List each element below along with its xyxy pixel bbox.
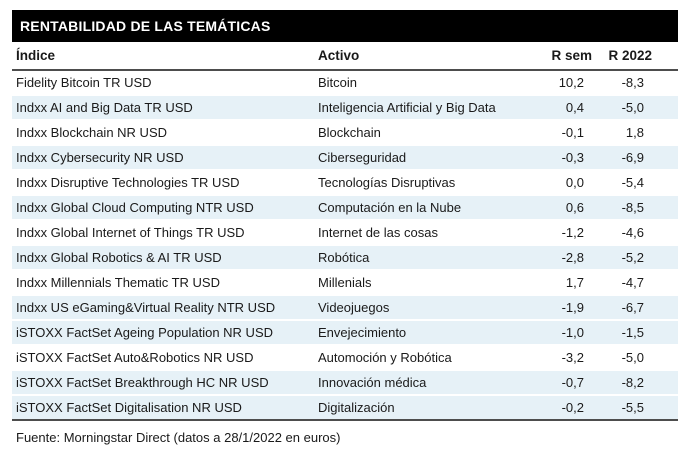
cell-spacer [652,145,678,171]
table-row: Indxx Disruptive Technologies TR USD Tec… [12,170,678,196]
cell-r-sem: 10,2 [524,70,592,96]
cell-indice: iSTOXX FactSet Ageing Population NR USD [12,320,318,346]
table-row: Indxx AI and Big Data TR USD Inteligenci… [12,95,678,121]
cell-activo: Computación en la Nube [318,195,524,221]
column-header-activo: Activo [318,42,524,71]
cell-spacer [652,120,678,146]
cell-r-sem: -3,2 [524,345,592,371]
table-row: iSTOXX FactSet Breakthrough HC NR USD In… [12,370,678,396]
column-header-spacer [652,42,678,71]
cell-r-2022: -5,5 [592,395,652,421]
cell-r-sem: -0,3 [524,145,592,171]
table-row: iSTOXX FactSet Auto&Robotics NR USD Auto… [12,345,678,371]
cell-r-sem: -1,2 [524,220,592,246]
cell-indice: Indxx Cybersecurity NR USD [12,145,318,171]
table-row: Indxx Millennials Thematic TR USD Millen… [12,270,678,296]
cell-activo: Videojuegos [318,295,524,321]
cell-indice: Indxx Millennials Thematic TR USD [12,270,318,296]
cell-spacer [652,95,678,121]
table-row: Indxx Blockchain NR USD Blockchain -0,1 … [12,120,678,146]
cell-spacer [652,395,678,421]
cell-r-2022: -4,7 [592,270,652,296]
cell-indice: Indxx AI and Big Data TR USD [12,95,318,121]
cell-r-sem: 0,4 [524,95,592,121]
cell-activo: Digitalización [318,395,524,421]
cell-r-2022: -8,5 [592,195,652,221]
cell-activo: Blockchain [318,120,524,146]
cell-indice: Indxx US eGaming&Virtual Reality NTR USD [12,295,318,321]
table-row: Indxx US eGaming&Virtual Reality NTR USD… [12,295,678,321]
cell-r-2022: -8,3 [592,70,652,96]
cell-indice: Indxx Blockchain NR USD [12,120,318,146]
table-row: Fidelity Bitcoin TR USD Bitcoin 10,2 -8,… [12,70,678,96]
cell-activo: Envejecimiento [318,320,524,346]
cell-spacer [652,370,678,396]
cell-activo: Robótica [318,245,524,271]
table-row: Indxx Cybersecurity NR USD Cibersegurida… [12,145,678,171]
cell-spacer [652,295,678,321]
cell-spacer [652,170,678,196]
thematics-table: Índice Activo R sem R 2022 Fidelity Bitc… [12,42,678,421]
column-header-indice: Índice [12,42,318,71]
cell-r-2022: -6,7 [592,295,652,321]
table-row: Indxx Global Robotics & AI TR USD Robóti… [12,245,678,271]
cell-spacer [652,220,678,246]
cell-indice: Indxx Global Cloud Computing NTR USD [12,195,318,221]
cell-indice: Fidelity Bitcoin TR USD [12,70,318,96]
cell-r-sem: -1,0 [524,320,592,346]
cell-activo: Tecnologías Disruptivas [318,170,524,196]
thematics-table-container: RENTABILIDAD DE LAS TEMÁTICAS Índice Act… [12,10,678,445]
cell-r-sem: 1,7 [524,270,592,296]
cell-r-2022: -5,0 [592,345,652,371]
cell-spacer [652,70,678,96]
cell-indice: Indxx Disruptive Technologies TR USD [12,170,318,196]
cell-r-sem: -0,7 [524,370,592,396]
column-header-r-sem: R sem [524,42,592,71]
cell-activo: Automoción y Robótica [318,345,524,371]
cell-r-2022: -5,4 [592,170,652,196]
cell-spacer [652,245,678,271]
cell-r-2022: -4,6 [592,220,652,246]
cell-spacer [652,345,678,371]
table-row: Indxx Global Internet of Things TR USD I… [12,220,678,246]
cell-r-sem: -1,9 [524,295,592,321]
cell-r-sem: 0,6 [524,195,592,221]
cell-r-2022: -5,0 [592,95,652,121]
table-row: iSTOXX FactSet Digitalisation NR USD Dig… [12,395,678,421]
header-row: Índice Activo R sem R 2022 [12,42,678,71]
cell-r-2022: -8,2 [592,370,652,396]
cell-indice: Indxx Global Robotics & AI TR USD [12,245,318,271]
cell-r-2022: 1,8 [592,120,652,146]
cell-spacer [652,195,678,221]
cell-activo: Ciberseguridad [318,145,524,171]
table-title-bar: RENTABILIDAD DE LAS TEMÁTICAS [12,10,678,42]
cell-r-sem: -2,8 [524,245,592,271]
table-row: iSTOXX FactSet Ageing Population NR USD … [12,320,678,346]
cell-activo: Inteligencia Artificial y Big Data [318,95,524,121]
cell-indice: iSTOXX FactSet Auto&Robotics NR USD [12,345,318,371]
cell-activo: Innovación médica [318,370,524,396]
source-note: Fuente: Morningstar Direct (datos a 28/1… [16,430,341,445]
cell-r-sem: 0,0 [524,170,592,196]
cell-r-sem: -0,2 [524,395,592,421]
cell-r-2022: -5,2 [592,245,652,271]
cell-indice: iSTOXX FactSet Digitalisation NR USD [12,395,318,421]
cell-r-2022: -1,5 [592,320,652,346]
cell-activo: Bitcoin [318,70,524,96]
cell-activo: Millenials [318,270,524,296]
cell-indice: Indxx Global Internet of Things TR USD [12,220,318,246]
table-row: Indxx Global Cloud Computing NTR USD Com… [12,195,678,221]
cell-r-sem: -0,1 [524,120,592,146]
column-header-r-2022: R 2022 [592,42,652,71]
cell-indice: iSTOXX FactSet Breakthrough HC NR USD [12,370,318,396]
cell-activo: Internet de las cosas [318,220,524,246]
cell-r-2022: -6,9 [592,145,652,171]
cell-spacer [652,320,678,346]
cell-spacer [652,270,678,296]
